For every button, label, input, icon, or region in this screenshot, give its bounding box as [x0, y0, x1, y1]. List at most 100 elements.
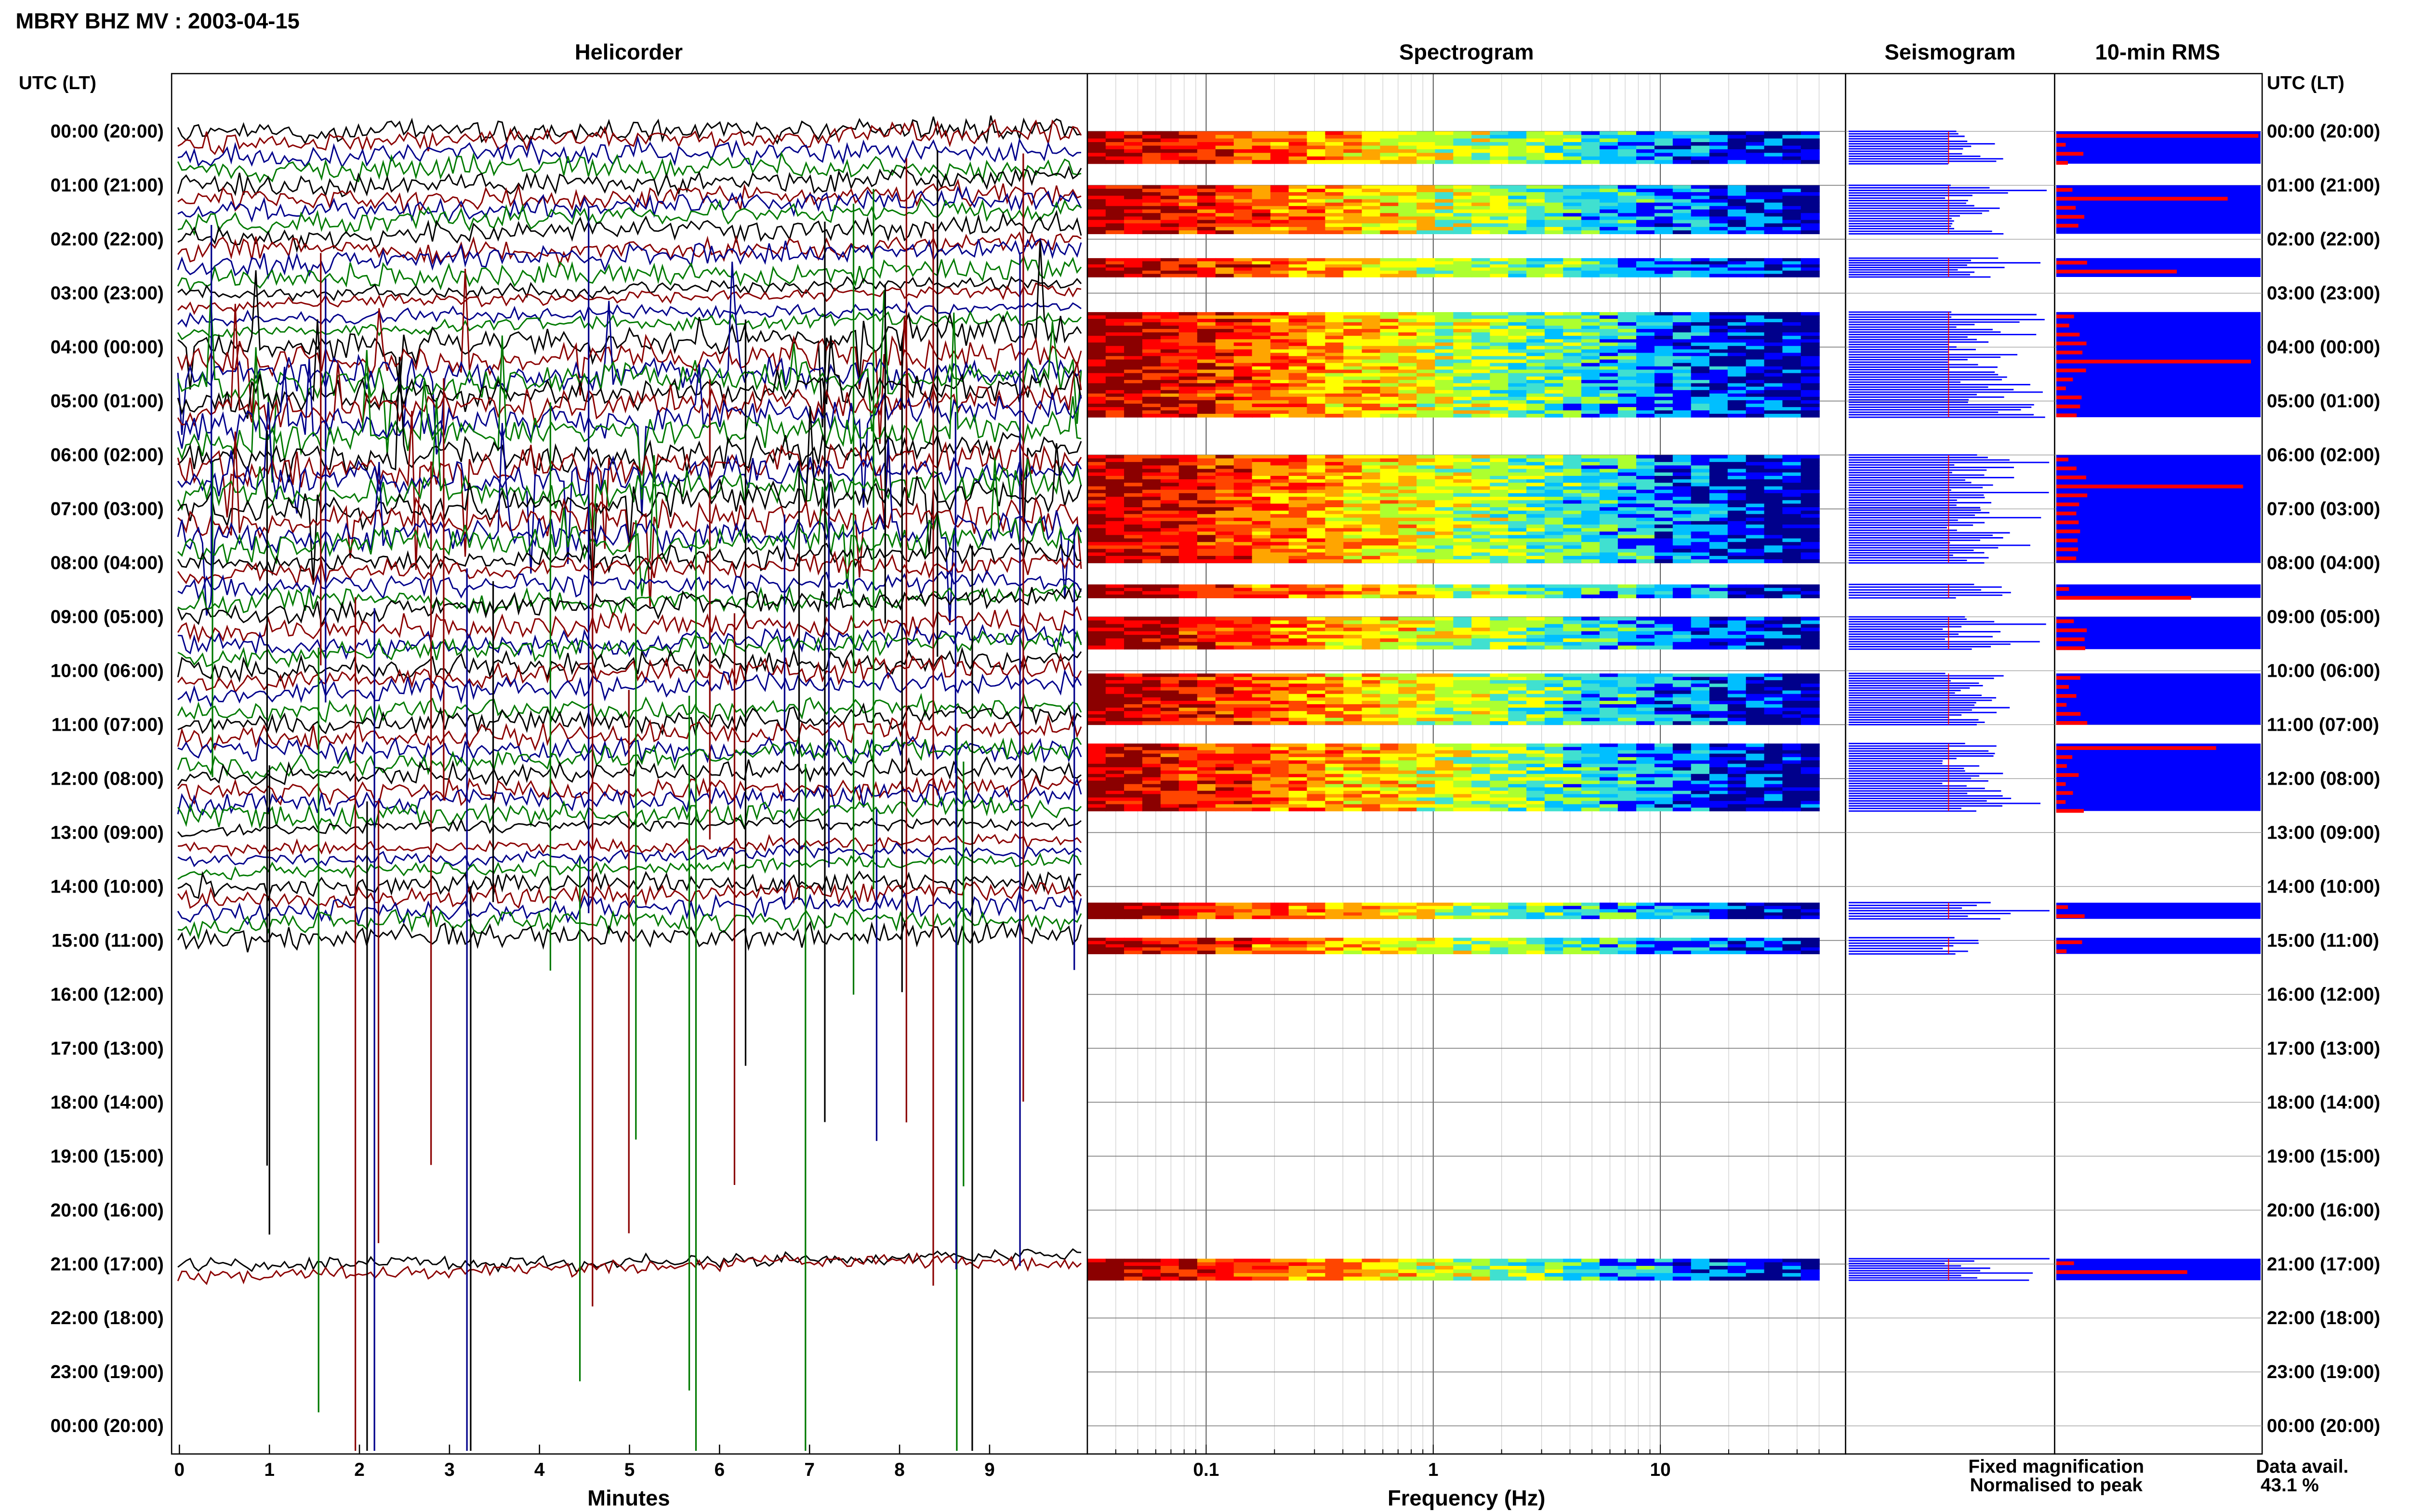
spectrogram-cell	[1362, 690, 1381, 695]
spectrogram-cell	[1617, 475, 1637, 480]
spectrogram-cell	[1526, 322, 1546, 326]
spectrogram-cell	[1398, 145, 1417, 150]
spectrogram-cell	[1471, 336, 1491, 340]
spectrogram-cell	[1124, 135, 1143, 139]
spectrogram-cell	[1471, 315, 1491, 319]
spectrogram-cell	[1617, 624, 1637, 628]
spectrogram-cell	[1636, 353, 1655, 357]
spectrogram-cell	[1178, 400, 1198, 404]
spectrogram-cell	[1105, 142, 1125, 146]
spectrogram-cell	[1087, 393, 1107, 397]
spectrogram-cell	[1471, 634, 1491, 639]
spectrogram-cell	[1380, 356, 1399, 360]
spectrogram-cell	[1233, 258, 1253, 262]
spectrogram-cell	[1142, 507, 1162, 511]
spectrogram-cell	[1709, 634, 1729, 639]
spectrogram-cell	[1617, 465, 1637, 470]
spectrogram-cell	[1727, 503, 1747, 508]
spectrogram-cell	[1581, 332, 1601, 336]
spectrogram-cell	[1727, 274, 1747, 277]
spectrogram-cell	[1490, 556, 1509, 560]
spectrogram-cell	[1252, 455, 1271, 459]
spectrogram-cell	[1105, 349, 1125, 354]
spectrogram-cell	[1105, 677, 1125, 681]
spectrogram-cell	[1178, 209, 1198, 213]
spectrogram-cell	[1124, 353, 1143, 357]
spectrogram-cell	[1654, 160, 1674, 164]
spectrogram-cell	[1270, 718, 1289, 722]
right-time-axis-label: UTC (LT)	[2267, 73, 2344, 93]
spectrogram-cell	[1709, 486, 1729, 490]
spectrogram-cell	[1800, 704, 1820, 708]
spectrogram-cell	[1782, 631, 1801, 635]
spectrogram-cell	[1672, 497, 1692, 501]
spectrogram-cell	[1398, 135, 1417, 139]
spectrogram-cell	[1270, 270, 1289, 275]
spectrogram-cell	[1215, 369, 1234, 374]
spectrogram-cell	[1270, 514, 1289, 518]
spectrogram-cell	[1343, 373, 1363, 377]
spectrogram-cell	[1307, 584, 1326, 588]
helicorder-trace	[177, 398, 1082, 538]
spectrogram-cell	[1727, 714, 1747, 718]
spectrogram-cell	[1160, 594, 1179, 599]
spectrogram-cell	[1105, 400, 1125, 404]
spectrogram-cell	[1215, 462, 1234, 466]
spectrogram-cell	[1709, 213, 1729, 217]
spectrogram-cell	[1252, 700, 1271, 705]
spectrogram-cell	[1526, 336, 1546, 340]
spectrogram-cell	[1362, 196, 1381, 200]
spectrogram-cell	[1197, 503, 1217, 508]
spectrogram-cell	[1270, 697, 1289, 701]
spectrogram-cell	[1617, 332, 1637, 336]
spectrogram-cell	[1380, 559, 1399, 564]
spectrogram-cell	[1654, 559, 1674, 564]
spectrogram-cell	[1325, 188, 1344, 193]
spectrogram-cell	[1545, 497, 1564, 501]
spectrogram-cell	[1215, 383, 1234, 387]
spectrogram-cell	[1362, 680, 1381, 684]
spectrogram-cell	[1380, 386, 1399, 391]
spectrogram-cell	[1416, 356, 1436, 360]
spectrogram-cell	[1599, 336, 1619, 340]
spectrogram-cell	[1307, 479, 1326, 483]
spectrogram-cell	[1215, 216, 1234, 221]
spectrogram-cell	[1526, 213, 1546, 217]
spectrogram-cell	[1563, 220, 1582, 224]
spectrogram-cell	[1581, 359, 1601, 364]
spectrogram-cell	[1490, 455, 1509, 459]
spectrogram-cell	[1545, 556, 1564, 560]
spectrogram-cell	[1124, 493, 1143, 497]
spectrogram-cell	[1490, 404, 1509, 408]
spectrogram-cell	[1343, 145, 1363, 150]
spectrogram-cell	[1160, 687, 1179, 691]
spectrogram-cell	[1764, 332, 1783, 336]
left-time-axis-label: UTC (LT)	[19, 73, 96, 93]
spectrogram-cell	[1764, 270, 1783, 275]
spectrogram-cell	[1490, 373, 1509, 377]
spectrogram-cell	[1764, 631, 1783, 635]
spectrogram-cell	[1325, 206, 1344, 210]
spectrogram-cell	[1270, 714, 1289, 718]
spectrogram-cell	[1782, 209, 1801, 213]
spectrogram-cell	[1636, 220, 1655, 224]
spectrogram-cell	[1453, 507, 1472, 511]
spectrogram-cell	[1252, 346, 1271, 350]
spectrogram-cell	[1416, 465, 1436, 470]
spectrogram-cell	[1654, 542, 1674, 546]
spectrogram-cell	[1490, 318, 1509, 323]
spectrogram-cell	[1764, 528, 1783, 532]
spectrogram-cell	[1508, 687, 1527, 691]
spectrogram-cell	[1526, 267, 1546, 271]
spectrogram-cell	[1270, 196, 1289, 200]
spectrogram-cell	[1435, 332, 1454, 336]
spectrogram-cell	[1599, 410, 1619, 414]
spectrogram-cell	[1617, 472, 1637, 476]
spectrogram-cell	[1325, 645, 1344, 650]
spectrogram-cell	[1691, 202, 1710, 207]
spectrogram-cell	[1727, 489, 1747, 494]
spectrogram-cell	[1764, 410, 1783, 414]
spectrogram-cell	[1636, 359, 1655, 364]
spectrogram-cell	[1380, 704, 1399, 708]
spectrogram-cell	[1178, 531, 1198, 536]
